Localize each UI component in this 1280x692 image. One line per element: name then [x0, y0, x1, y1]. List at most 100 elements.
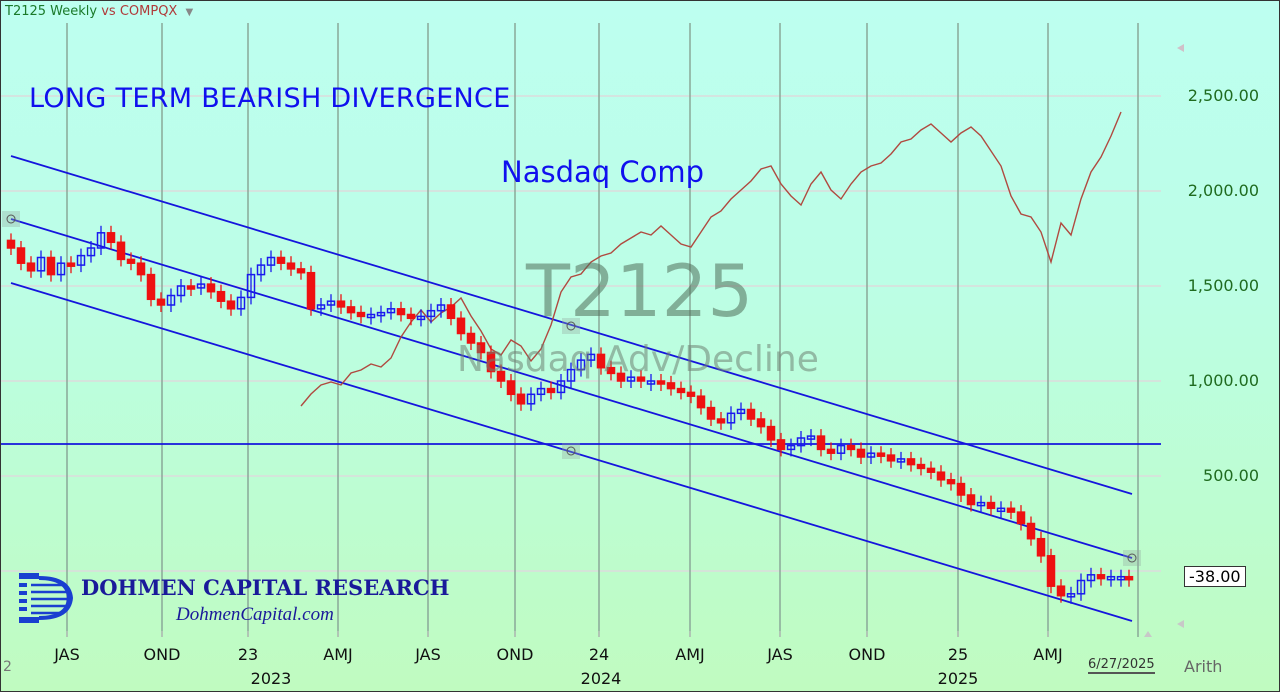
- up-candle: [576, 359, 586, 371]
- up-candle: [1076, 579, 1086, 595]
- up-candle: [196, 283, 206, 289]
- company-name: DOHMEN CAPITAL RESEARCH: [81, 575, 450, 600]
- down-candle: [936, 471, 946, 481]
- comparison-label: vs COMPQX: [101, 4, 178, 19]
- down-candle: [686, 391, 696, 397]
- down-candle: [886, 454, 896, 462]
- up-candle: [366, 313, 376, 319]
- down-candle: [286, 262, 296, 270]
- down-candle: [666, 382, 676, 390]
- up-candle: [586, 353, 596, 361]
- x-axis-label: JAS: [767, 645, 793, 664]
- up-candle: [436, 304, 446, 312]
- dohmen-logo-icon: [19, 573, 73, 623]
- y-axis-label: 2,500.00: [1187, 86, 1259, 105]
- down-candle: [466, 332, 476, 344]
- channel-line: [10, 155, 1133, 495]
- up-candle: [376, 311, 386, 317]
- up-candle: [866, 452, 876, 458]
- current-date-label[interactable]: 6/27/2025: [1088, 657, 1155, 674]
- down-candle: [616, 372, 626, 382]
- nasdaq-comp-label: Nasdaq Comp: [501, 155, 705, 189]
- down-candle: [16, 247, 26, 264]
- anchor-point-icon: [6, 214, 16, 224]
- down-candle: [846, 444, 856, 451]
- up-candle: [386, 308, 396, 314]
- x-axis-year-label: 2024: [580, 669, 622, 688]
- up-candle: [96, 232, 106, 249]
- x-axis-label: AMJ: [323, 645, 353, 664]
- down-candle: [596, 353, 606, 369]
- up-candle: [1116, 575, 1126, 581]
- up-candle: [556, 380, 566, 394]
- down-candle: [696, 395, 706, 409]
- down-candle: [1046, 555, 1056, 587]
- up-candle: [646, 380, 656, 385]
- down-candle: [1124, 575, 1134, 581]
- down-candle: [186, 285, 196, 290]
- down-candle: [506, 380, 516, 396]
- headline-annotation: LONG TERM BEARISH DIVERGENCE: [29, 83, 511, 114]
- up-candle: [256, 264, 266, 276]
- up-candle: [426, 309, 436, 318]
- down-candle: [6, 239, 16, 249]
- channel-line: [10, 282, 1133, 622]
- down-candle: [296, 268, 306, 274]
- chart-title[interactable]: T2125 Weekly vs COMPQX ▼: [5, 4, 193, 19]
- y-axis-label: 2,000.00: [1187, 181, 1259, 200]
- up-candle: [166, 294, 176, 306]
- watermark-name: Nasdaq Adv/Decline: [457, 339, 819, 380]
- x-axis-label: AMJ: [675, 645, 705, 664]
- down-candle: [636, 376, 646, 382]
- up-candle: [996, 507, 1006, 513]
- down-candle: [986, 501, 996, 510]
- down-candle: [926, 467, 936, 473]
- down-candle: [676, 387, 686, 394]
- x-axis-label: AMJ: [1033, 645, 1063, 664]
- down-candle: [716, 418, 726, 424]
- channel-line: [10, 218, 1133, 559]
- down-candle: [476, 342, 486, 354]
- anchor-handle: [562, 318, 580, 334]
- anchor-point-icon: [1127, 553, 1137, 563]
- down-candle: [66, 262, 76, 267]
- scale-mode-label[interactable]: Arith: [1184, 657, 1223, 676]
- up-candle: [56, 262, 66, 276]
- y-axis-label: 1,500.00: [1187, 276, 1259, 295]
- up-candle: [1066, 593, 1076, 598]
- down-candle: [856, 448, 866, 458]
- min-marker-icon: [1177, 620, 1184, 628]
- down-candle: [546, 387, 556, 394]
- caret-down-icon[interactable]: ▼: [185, 7, 194, 18]
- down-candle: [306, 271, 316, 310]
- up-candle: [326, 300, 336, 306]
- scroll-left-label[interactable]: 2: [3, 659, 12, 675]
- down-candle: [876, 452, 886, 457]
- up-candle: [86, 247, 96, 257]
- up-candle: [896, 458, 906, 463]
- up-candle: [566, 368, 576, 382]
- up-candle: [316, 304, 326, 310]
- down-candle: [156, 298, 166, 306]
- symbol-label: T2125 Weekly: [5, 4, 98, 19]
- down-candle: [106, 232, 116, 244]
- up-candle: [796, 437, 806, 447]
- up-candle: [176, 285, 186, 297]
- down-candle: [136, 262, 146, 276]
- down-candle: [706, 406, 716, 420]
- up-candle: [246, 273, 256, 299]
- up-candle: [736, 408, 746, 415]
- down-candle: [216, 290, 226, 302]
- up-candle: [1086, 574, 1096, 582]
- watermark-symbol: T2125: [526, 249, 754, 333]
- down-candle: [1036, 537, 1046, 557]
- x-axis-label: JAS: [415, 645, 441, 664]
- down-candle: [336, 300, 346, 308]
- down-candle: [116, 241, 126, 261]
- up-candle: [266, 256, 276, 266]
- up-candle: [786, 444, 796, 451]
- up-candle: [36, 256, 46, 272]
- company-url[interactable]: DohmenCapital.com: [176, 604, 334, 625]
- down-candle: [606, 366, 616, 375]
